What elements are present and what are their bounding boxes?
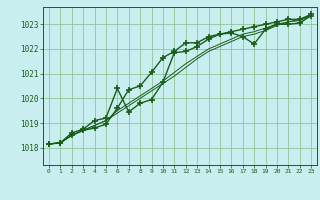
Text: Graphe pression niveau de la mer (hPa): Graphe pression niveau de la mer (hPa) <box>58 182 262 192</box>
